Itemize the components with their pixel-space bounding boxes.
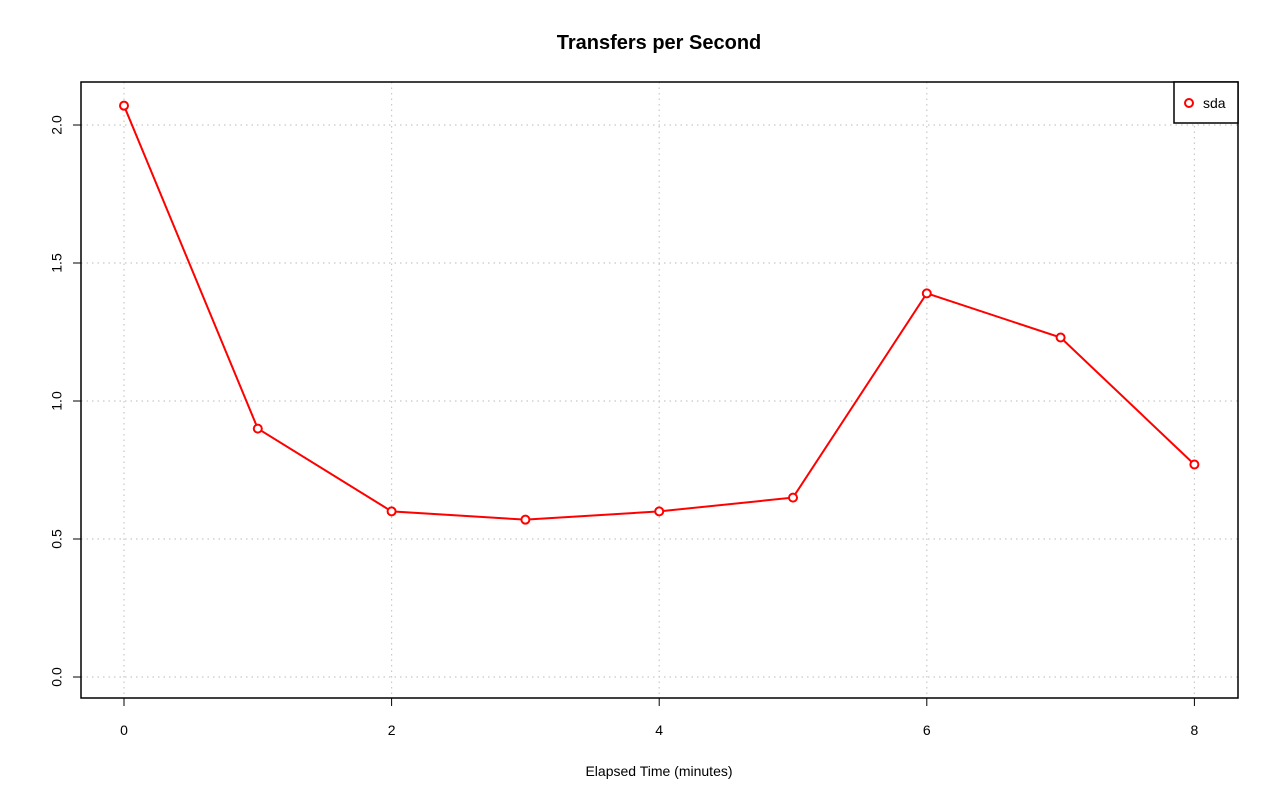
y-tick-label: 0.0 (49, 667, 65, 687)
data-point (1055, 332, 1066, 343)
x-tick-label: 8 (1191, 722, 1199, 738)
legend: sda (1173, 81, 1239, 124)
series-layer (119, 100, 1200, 525)
x-tick-label: 0 (120, 722, 128, 738)
y-tick-label: 2.0 (49, 115, 65, 135)
data-point (788, 492, 798, 503)
x-tick-label: 6 (923, 722, 931, 738)
series-line-sda (123, 105, 1196, 521)
data-point (921, 288, 932, 299)
data-point (654, 506, 665, 517)
grid-lines (81, 82, 1238, 698)
x-axis-label: Elapsed Time (minutes) (585, 763, 732, 779)
legend-label-sda: sda (1203, 95, 1226, 111)
y-tick-label: 1.5 (49, 253, 65, 273)
data-point (252, 423, 263, 434)
y-tick-label: 1.0 (49, 391, 65, 411)
data-point (386, 506, 397, 517)
data-point (119, 100, 129, 111)
x-axis: 0 2 4 6 8 (120, 698, 1199, 738)
y-tick-label: 0.5 (49, 529, 65, 549)
data-point (520, 514, 531, 525)
x-tick-label: 2 (388, 722, 396, 738)
y-axis: 0.0 0.5 1.0 1.5 2.0 (49, 115, 81, 687)
data-point (1189, 459, 1200, 470)
chart-title: Transfers per Second (557, 32, 762, 54)
x-tick-label: 4 (655, 722, 663, 738)
legend-marker (1184, 98, 1194, 108)
